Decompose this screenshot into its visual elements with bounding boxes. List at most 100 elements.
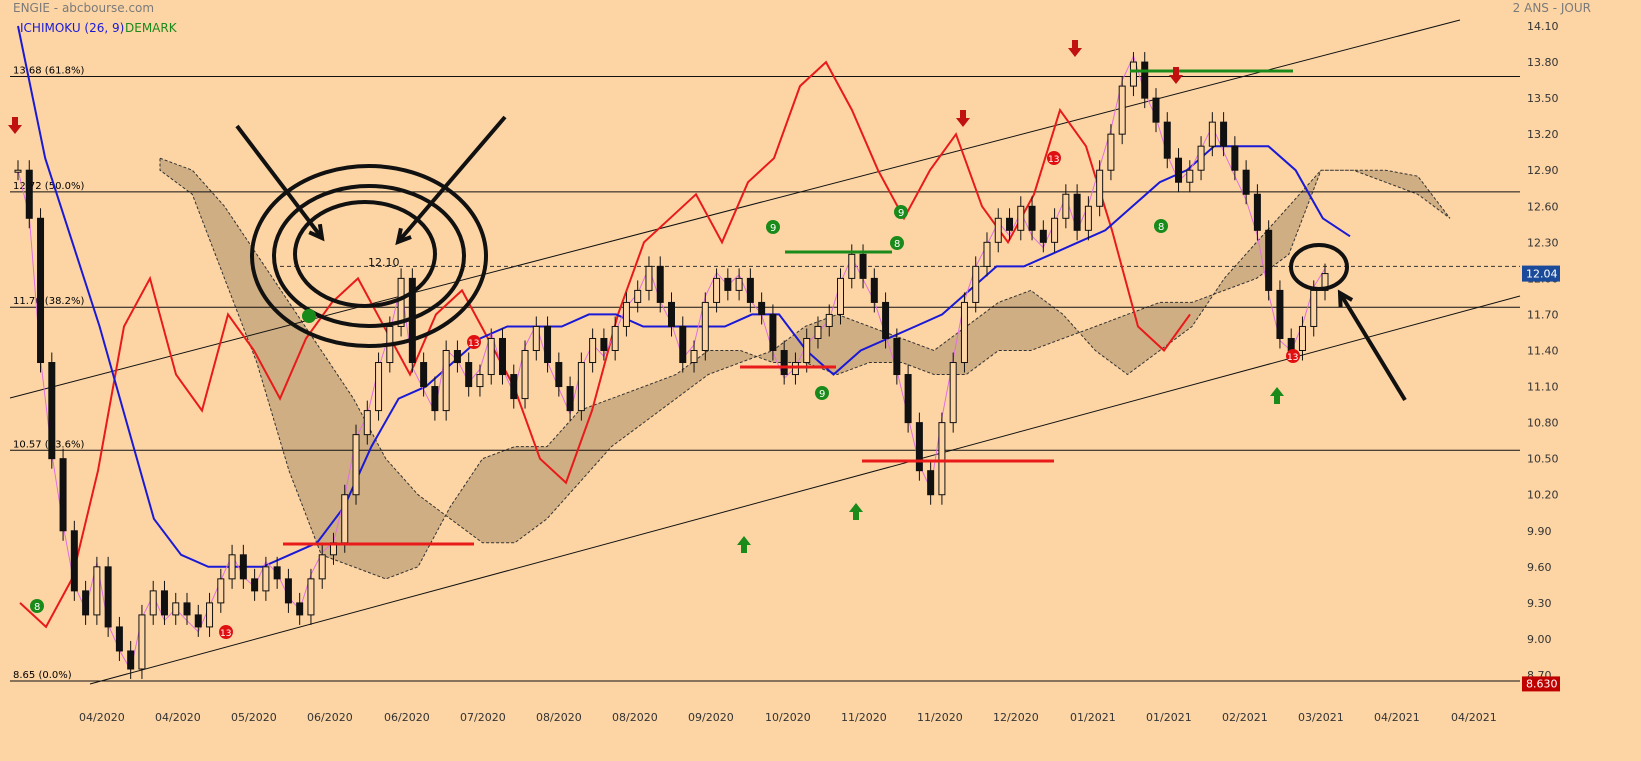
x-axis-tick-label: 10/2020 [765,711,811,724]
candle-body [994,217,1002,243]
candle-body [363,410,371,436]
y-axis-tick-label: 12.30 [1527,236,1559,249]
candle-body [262,566,270,592]
y-axis-tick-label: 13.80 [1527,56,1559,69]
annotation-arrow-head [308,223,325,242]
annotation-arrow-head [395,227,412,246]
demark-setup-marker [302,309,316,323]
candle-body [104,566,112,628]
x-axis-tick-label: 03/2021 [1298,711,1344,724]
x-axis-tick-label: 04/2021 [1374,711,1420,724]
candle-body [1265,229,1273,291]
candle-body [1118,85,1126,135]
candle-body [769,313,777,352]
y-axis-tick-label: 14.10 [1527,20,1559,33]
y-axis-tick-label: 12.90 [1527,164,1559,177]
y-axis-tick-label: 11.70 [1527,308,1559,321]
highlight-circle [1289,243,1349,291]
candle-body [1062,193,1070,219]
down-arrow-icon [956,110,970,127]
y-axis-tick-label: 10.80 [1527,417,1559,430]
current-price-box [1522,265,1560,282]
candle-body [1231,145,1239,171]
highlight-circle [250,164,488,348]
x-axis-tick-label: 04/2020 [79,711,125,724]
demark-setup-marker [1154,219,1168,233]
candle-body [780,350,788,376]
candle-body [927,470,935,496]
candle-body [59,458,67,532]
y-axis-tick-label: 12.60 [1527,200,1559,213]
candle-body [37,217,45,364]
candle-body [960,301,968,364]
candle-body [611,325,619,351]
y-axis-tick-label: 9.90 [1527,525,1552,538]
candle-body [476,374,484,388]
candle-body [431,386,439,412]
annotation-arrow [1338,291,1407,402]
x-axis-tick-label: 05/2020 [231,711,277,724]
candle-body [668,301,675,327]
circle-price-label: 12.10 [368,256,400,269]
demark-countdown-marker-label: 13 [468,339,479,349]
ichimoku-cloud [159,157,1451,580]
y-axis-tick-label: 9.30 [1527,597,1552,610]
demark-setup-marker [894,205,908,219]
demark-setup-marker-label: 9 [898,208,904,219]
candle-body [825,313,833,327]
candle-body [566,386,574,412]
x-axis-tick-label: 11/2020 [841,711,887,724]
demark-countdown-marker-label: 13 [1287,353,1298,363]
candle-body [82,590,90,616]
demark-countdown-marker [219,625,233,639]
demark-countdown-marker [1047,151,1061,165]
channel-lower-line [89,295,1521,685]
candle-body [420,362,428,388]
candle-body [622,301,630,327]
candle-body [1096,169,1104,207]
candle-body [1141,61,1149,99]
candle-body [1220,121,1228,147]
candle-body [1006,217,1014,231]
candle-body [1152,97,1160,123]
candle-body [296,602,304,616]
fib-level-label: 11.76 (38.2%) [13,296,84,307]
candle-body [814,325,822,339]
candle-body [634,289,642,303]
candle-body [375,362,383,412]
low-price-label: 8.630 [1526,677,1558,690]
candle-body [656,265,664,303]
demark-setup-marker-label: 9 [770,223,776,234]
demark-setup-marker [890,236,904,250]
candle-body [555,362,563,388]
low-price-box [1522,676,1560,692]
y-axis-tick-label: 9.00 [1527,633,1552,646]
candle-body [160,590,168,616]
candle-body [915,422,923,472]
current-price-label: 12.04 [1526,268,1558,281]
candle-body [1175,157,1183,183]
demark-setup-marker-label: 8 [1158,222,1164,233]
candle-body [1129,61,1137,87]
candle-body [48,362,56,460]
candle-body [217,578,225,604]
x-axis-tick-label: 04/2021 [1451,711,1497,724]
candle-body [1084,205,1092,231]
candle-body [397,277,405,327]
chart-title: ENGIE - abcbourse.com [13,1,155,15]
demark-setup-marker [30,599,44,613]
candle-body [791,362,799,376]
x-axis-tick-label: 06/2020 [307,711,353,724]
candle-body [1186,169,1194,183]
candle-body [149,590,157,616]
candle-body [724,277,732,291]
x-axis-tick-label: 04/2020 [155,711,201,724]
candle-body [14,169,22,173]
candle-body [1310,289,1318,327]
demark-setup-marker [766,220,780,234]
candle-body [1242,169,1250,195]
ichimoku-label: ICHIMOKU (26, 9) [20,21,125,35]
candle-body [1208,121,1216,147]
candle-body [1039,229,1047,243]
